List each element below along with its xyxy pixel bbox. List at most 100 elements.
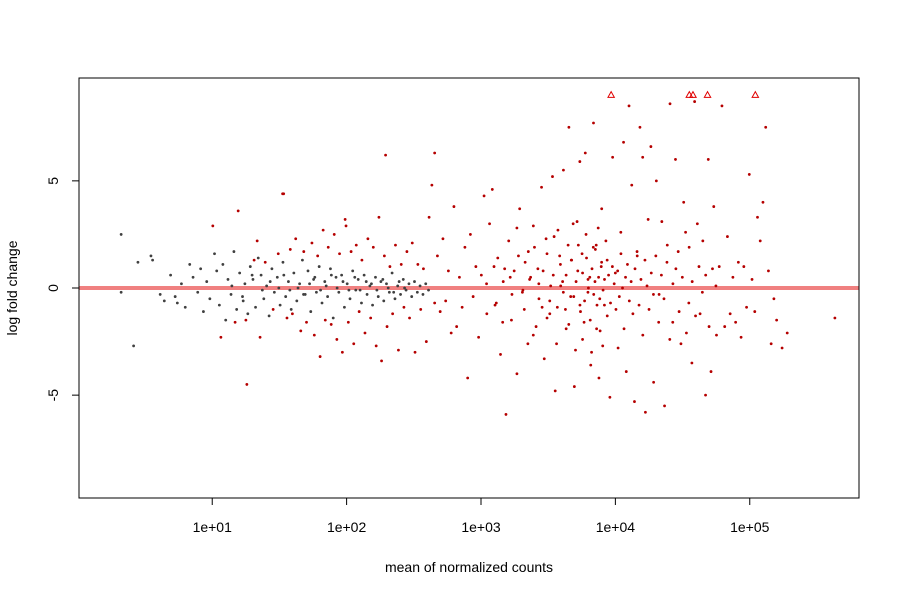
significant-point	[507, 239, 511, 243]
significant-point	[299, 329, 303, 333]
nonsignificant-point	[119, 233, 123, 236]
nonsignificant-point	[375, 288, 379, 292]
nonsignificant-point	[226, 278, 230, 281]
significant-point	[529, 275, 533, 279]
significant-point	[668, 102, 672, 106]
significant-point	[394, 243, 397, 247]
nonsignificant-point	[241, 295, 244, 298]
nonsignificant-point	[205, 280, 209, 283]
significant-point	[258, 335, 262, 339]
significant-point	[605, 314, 609, 318]
significant-point	[468, 233, 472, 236]
significant-point	[665, 260, 669, 264]
nonsignificant-point	[136, 260, 140, 264]
significant-point	[508, 275, 512, 279]
nonsignificant-point	[410, 295, 414, 298]
significant-point	[761, 200, 765, 204]
significant-point	[559, 284, 563, 288]
significant-point	[312, 333, 316, 337]
significant-point	[540, 305, 544, 309]
significant-point	[536, 267, 540, 271]
significant-point	[540, 185, 543, 189]
significant-point	[564, 308, 567, 311]
nonsignificant-point	[379, 280, 383, 283]
significant-point	[382, 254, 386, 258]
significant-point	[521, 288, 525, 292]
significant-point	[422, 267, 425, 271]
nonsignificant-point	[295, 299, 299, 303]
significant-point	[485, 282, 488, 286]
significant-point	[569, 258, 573, 262]
significant-point	[474, 265, 478, 268]
nonsignificant-point	[208, 297, 212, 301]
x-tick-label: 1e+02	[327, 519, 367, 535]
significant-point	[594, 243, 598, 247]
significant-point	[512, 269, 516, 273]
significant-point	[533, 245, 536, 249]
significant-point	[255, 239, 259, 243]
significant-point	[405, 250, 409, 253]
significant-point	[711, 267, 714, 271]
significant-point	[579, 310, 582, 313]
significant-point	[660, 220, 664, 223]
nonsignificant-point	[421, 293, 425, 296]
significant-point	[596, 226, 600, 230]
significant-point	[695, 222, 699, 226]
significant-point	[595, 303, 599, 307]
significant-point	[558, 254, 562, 258]
nonsignificant-point	[221, 263, 225, 266]
significant-point	[607, 273, 610, 277]
significant-point	[433, 151, 437, 155]
nonsignificant-point	[151, 258, 155, 262]
significant-point	[714, 284, 718, 288]
nonsignificant-point	[323, 280, 327, 283]
nonsignificant-point	[397, 280, 401, 283]
significant-point	[343, 218, 347, 221]
significant-point	[555, 342, 558, 346]
nonsignificant-point	[329, 267, 332, 271]
nonsignificant-point	[401, 278, 405, 281]
significant-point	[391, 312, 395, 316]
significant-point	[668, 338, 672, 341]
nonsignificant-point	[347, 288, 351, 292]
significant-point	[458, 275, 461, 279]
significant-point	[624, 275, 627, 279]
nonsignificant-point	[331, 316, 335, 320]
significant-point	[399, 263, 403, 266]
nonsignificant-point	[424, 282, 428, 286]
nonsignificant-point	[404, 288, 408, 292]
significant-point	[592, 293, 596, 296]
nonsignificant-point	[313, 275, 317, 279]
significant-point	[693, 100, 697, 103]
nonsignificant-point	[262, 297, 266, 301]
significant-point	[397, 348, 400, 352]
nonsignificant-point	[324, 284, 328, 288]
nonsignificant-point	[337, 290, 341, 294]
outlier-triangle-point	[688, 90, 698, 98]
significant-point	[219, 335, 223, 339]
nonsignificant-point	[162, 299, 166, 303]
significant-point	[562, 168, 565, 172]
significant-point	[641, 333, 645, 337]
nonsignificant-point	[119, 290, 123, 294]
significant-point	[329, 323, 333, 326]
nonsignificant-point	[272, 290, 276, 294]
significant-point	[290, 312, 294, 316]
significant-point	[501, 280, 505, 283]
significant-point	[617, 295, 621, 298]
significant-point	[697, 265, 701, 268]
significant-point	[413, 350, 417, 354]
significant-point	[211, 224, 215, 228]
significant-point	[753, 310, 757, 313]
y-tick-label: 5	[45, 177, 61, 185]
significant-point	[578, 303, 582, 307]
x-tick-label: 1e+04	[596, 519, 636, 535]
nonsignificant-point	[292, 271, 296, 275]
significant-point	[548, 299, 552, 303]
significant-point	[635, 250, 639, 253]
significant-point	[676, 250, 680, 253]
significant-point	[657, 293, 661, 296]
nonsignificant-point	[335, 286, 339, 290]
significant-point	[588, 318, 592, 322]
significant-point	[728, 312, 732, 316]
